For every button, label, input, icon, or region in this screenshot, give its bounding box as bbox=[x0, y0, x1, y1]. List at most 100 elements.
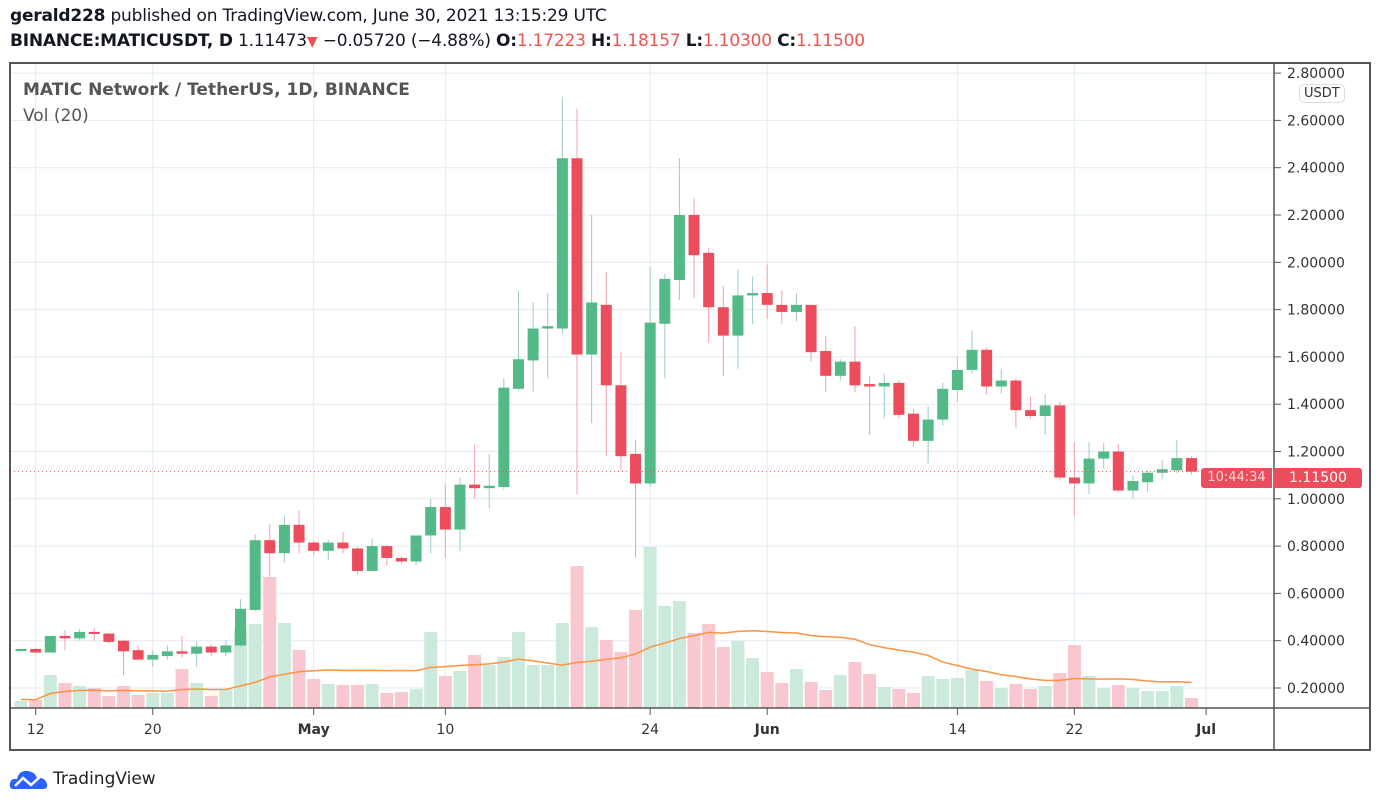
volume-bar bbox=[950, 678, 964, 708]
candle-body bbox=[176, 651, 188, 654]
volume-bar bbox=[965, 670, 979, 708]
volume-bar bbox=[804, 682, 818, 708]
x-tick-label: 10 bbox=[436, 722, 454, 738]
candle-body bbox=[59, 635, 71, 639]
volume-bar bbox=[453, 671, 467, 708]
candle-body bbox=[1054, 405, 1066, 478]
volume-bar bbox=[863, 674, 877, 708]
volume-bar bbox=[394, 692, 408, 708]
candle-body bbox=[571, 158, 583, 355]
candle-body bbox=[117, 640, 129, 652]
price-axis[interactable]: 0.20000 0.40000 0.60000 0.80000 1.00000 1.200… bbox=[1274, 66, 1345, 697]
volume-bar bbox=[1082, 676, 1096, 708]
candle-body bbox=[1185, 458, 1197, 472]
y-tick-label: 0.40000 bbox=[1287, 634, 1345, 650]
volume-bar bbox=[819, 690, 833, 708]
candle-body bbox=[1068, 477, 1080, 484]
volume-bar bbox=[365, 684, 379, 708]
candle-body bbox=[688, 215, 700, 256]
candle-body bbox=[673, 215, 685, 281]
volume-bar bbox=[702, 624, 716, 708]
x-tick-label: 24 bbox=[641, 722, 659, 738]
candle-body bbox=[600, 304, 612, 386]
volume-bar bbox=[87, 688, 101, 708]
candle-body bbox=[981, 349, 993, 387]
volume-bar bbox=[1097, 688, 1111, 708]
volume-bar bbox=[672, 601, 686, 708]
volume-bar bbox=[116, 686, 130, 708]
candle-body bbox=[512, 359, 524, 389]
low-label: L: bbox=[685, 31, 703, 51]
volume-bar bbox=[921, 676, 935, 708]
candle-body bbox=[966, 349, 978, 370]
candle-body bbox=[30, 648, 42, 653]
currency-badge[interactable]: USDT bbox=[1299, 84, 1345, 103]
candle-body bbox=[1025, 410, 1037, 417]
x-tick-label: Jun bbox=[754, 722, 780, 738]
volume-bar bbox=[731, 641, 745, 708]
candle-body bbox=[1142, 472, 1154, 483]
candle-body bbox=[659, 278, 671, 324]
candle-body bbox=[161, 651, 173, 657]
volume-bar bbox=[175, 669, 189, 708]
volume-bar bbox=[292, 650, 306, 708]
candle-body bbox=[410, 535, 422, 562]
candle-body bbox=[703, 252, 715, 308]
candle-body bbox=[132, 650, 144, 660]
candle-body bbox=[556, 158, 568, 329]
bar-countdown: 10:44:34 bbox=[1201, 468, 1272, 488]
candle-body bbox=[820, 350, 832, 376]
volume-bar bbox=[43, 675, 57, 708]
volume-bar bbox=[146, 693, 160, 708]
candle-body bbox=[732, 295, 744, 336]
x-tick-label: 14 bbox=[948, 722, 966, 738]
volume-bar bbox=[351, 685, 365, 708]
candle-body bbox=[425, 507, 437, 536]
volume-bar bbox=[833, 675, 847, 708]
volume-bar bbox=[73, 686, 87, 708]
volume-bar bbox=[1126, 688, 1140, 708]
candle-body bbox=[630, 453, 642, 484]
open-value: 1.17223 bbox=[516, 31, 586, 51]
candle-body bbox=[44, 635, 56, 653]
y-tick-label: 0.80000 bbox=[1287, 539, 1345, 555]
last-price: 1.11473 bbox=[237, 31, 307, 51]
volume-bar bbox=[629, 610, 643, 708]
candle-body bbox=[1112, 451, 1124, 491]
volume-bar bbox=[658, 606, 672, 708]
volume-bar bbox=[936, 679, 950, 708]
volume-bar bbox=[687, 633, 701, 708]
x-tick-label: 20 bbox=[144, 722, 162, 738]
candle-body bbox=[103, 633, 115, 642]
volume-bar bbox=[1170, 686, 1184, 708]
x-tick-label: Jul bbox=[1195, 722, 1216, 738]
volume-bar bbox=[1184, 698, 1198, 708]
volume-bar bbox=[58, 683, 72, 708]
candle-body bbox=[308, 542, 320, 551]
candle-body bbox=[205, 646, 217, 653]
y-tick-label: 1.60000 bbox=[1287, 350, 1345, 366]
volume-bar bbox=[760, 672, 774, 708]
time-axis[interactable]: 12 20 May 10 24 Jun 14 22 Jul bbox=[27, 708, 1216, 738]
volume-bar bbox=[643, 547, 657, 708]
candle-body bbox=[235, 608, 247, 646]
price-change: −0.05720 (−4.88%) bbox=[322, 31, 491, 51]
candle-body bbox=[293, 524, 305, 543]
y-tick-label: 2.20000 bbox=[1287, 208, 1345, 224]
candle-body bbox=[322, 542, 334, 551]
volume-bar bbox=[1053, 673, 1067, 708]
publish-text: published on TradingView.com, June 30, 2… bbox=[110, 6, 607, 26]
candle-body bbox=[805, 304, 817, 353]
author[interactable]: gerald228 bbox=[10, 6, 106, 26]
candle-body bbox=[776, 304, 788, 312]
volume-bar bbox=[438, 676, 452, 708]
volume-bar bbox=[541, 665, 555, 708]
tradingview-logo[interactable]: TradingView bbox=[9, 767, 156, 791]
candle-body bbox=[74, 631, 86, 639]
high-value: 1.18157 bbox=[611, 31, 681, 51]
candle-body bbox=[951, 369, 963, 391]
volume-bar bbox=[599, 640, 613, 708]
volume-legend[interactable]: Vol (20) bbox=[23, 106, 89, 126]
volume-bar bbox=[877, 687, 891, 708]
